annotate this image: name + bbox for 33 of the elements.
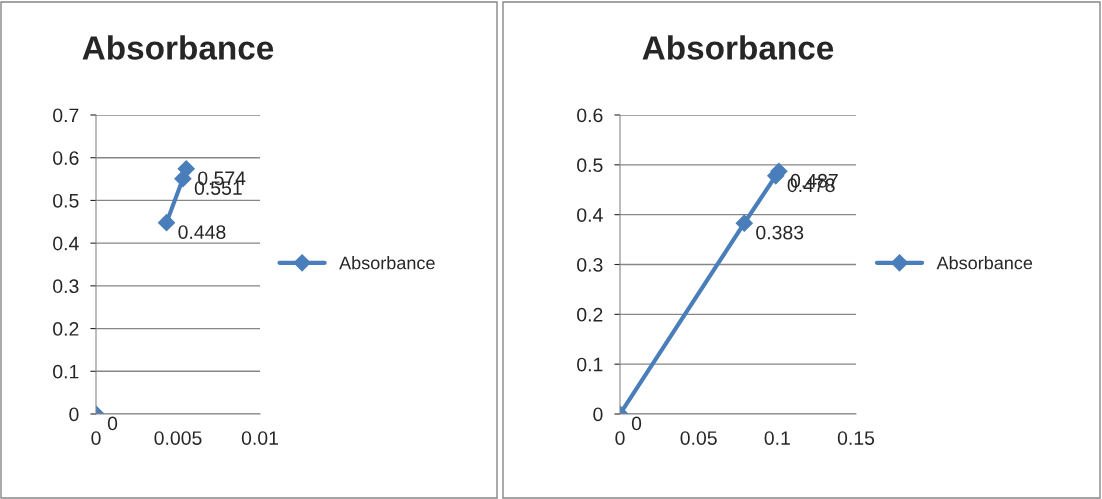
x-tick-label: 0.1 xyxy=(764,431,790,445)
x-tick-label: 0.05 xyxy=(680,431,717,445)
data-label: 0.383 xyxy=(756,225,804,240)
chart-title: Absorbance xyxy=(642,35,834,60)
y-tick-label: 0.1 xyxy=(53,364,79,379)
y-tick-label: 0.6 xyxy=(577,108,603,123)
x-tick-label: 0.01 xyxy=(241,431,278,445)
y-tick-label: 0.5 xyxy=(577,158,603,173)
chart-title: Absorbance xyxy=(82,35,274,60)
point xyxy=(157,214,176,232)
y-tick-label: 0 xyxy=(69,407,79,422)
y-tick-label: 0.3 xyxy=(53,279,79,294)
y-tick-label: 0.3 xyxy=(577,257,603,272)
y-tick-label: 0.4 xyxy=(577,208,603,222)
point xyxy=(177,160,195,178)
x-tick-label: 0 xyxy=(91,431,101,445)
y-tick-label: 0.2 xyxy=(577,307,603,322)
data-label: 0 xyxy=(107,416,118,431)
y-tick-label: 0.4 xyxy=(53,236,79,251)
x-tick-label: 0 xyxy=(615,431,625,445)
legend-label: Absorbance xyxy=(339,256,435,270)
y-tick-label: 0.5 xyxy=(53,193,79,208)
y-tick-label: 0.6 xyxy=(53,151,79,165)
y-tick-label: 0 xyxy=(593,407,603,422)
y-tick-label: 0.2 xyxy=(53,322,79,336)
x-tick-label: 0.15 xyxy=(837,431,875,445)
point xyxy=(735,214,753,232)
y-tick-label: 0.7 xyxy=(53,108,79,123)
data-label: 0.448 xyxy=(178,225,226,239)
legend-label: Absorbance xyxy=(936,256,1033,270)
x-tick-label: 0.005 xyxy=(154,431,202,445)
y-tick-label: 0.1 xyxy=(577,357,603,372)
data-label: 0 xyxy=(631,416,642,431)
